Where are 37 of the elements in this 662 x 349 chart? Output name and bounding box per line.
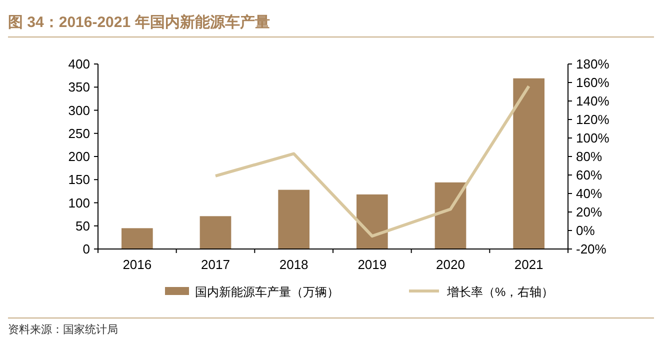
bar [278, 190, 310, 249]
bar [434, 182, 466, 249]
x-tick-label: 2021 [514, 257, 544, 272]
y-tick-label: 300 [68, 102, 90, 118]
y2-tick-label: 80% [576, 149, 602, 164]
y2-tick-label: 20% [576, 204, 602, 220]
bar [122, 228, 153, 249]
y-tick-label: 400 [68, 56, 90, 72]
y2-tick-label: 0% [576, 223, 596, 238]
y2-tick-label: 40% [576, 186, 602, 201]
bar [513, 78, 544, 249]
y2-tick-label: 180% [576, 56, 610, 72]
y2-tick-label: 160% [576, 75, 610, 90]
y-tick-label: 250 [68, 126, 90, 141]
legend-label: 增长率（%，右轴） [446, 285, 554, 299]
y2-tick-label: 60% [576, 168, 602, 182]
y2-tick-label: 140% [576, 94, 610, 108]
x-tick-label: 2020 [436, 257, 465, 272]
chart-title: 图 34：2016-2021 年国内新能源车产量 [8, 13, 270, 31]
legend-label: 国内新能源车产量（万辆） [195, 285, 339, 299]
y2-tick-label: 100% [576, 130, 610, 146]
y-tick-label: 200 [68, 149, 90, 164]
y2-tick-label: -20% [576, 242, 607, 256]
y-tick-label: 100 [68, 195, 90, 210]
y-tick-label: 0 [82, 242, 90, 256]
y-tick-label: 350 [68, 80, 90, 95]
text: 资料来源：国家统计局 [8, 323, 118, 336]
line-series [214, 84, 530, 238]
x-tick-label: 2017 [201, 257, 230, 272]
x-tick-label: 2018 [279, 257, 308, 272]
x-tick-label: 2016 [122, 257, 152, 272]
bar [356, 194, 388, 249]
y2-tick-label: 120% [576, 112, 610, 127]
x-tick-label: 2019 [358, 257, 387, 272]
bar [200, 216, 232, 249]
y-tick-label: 150 [68, 172, 90, 188]
y-tick-label: 50 [76, 218, 90, 234]
